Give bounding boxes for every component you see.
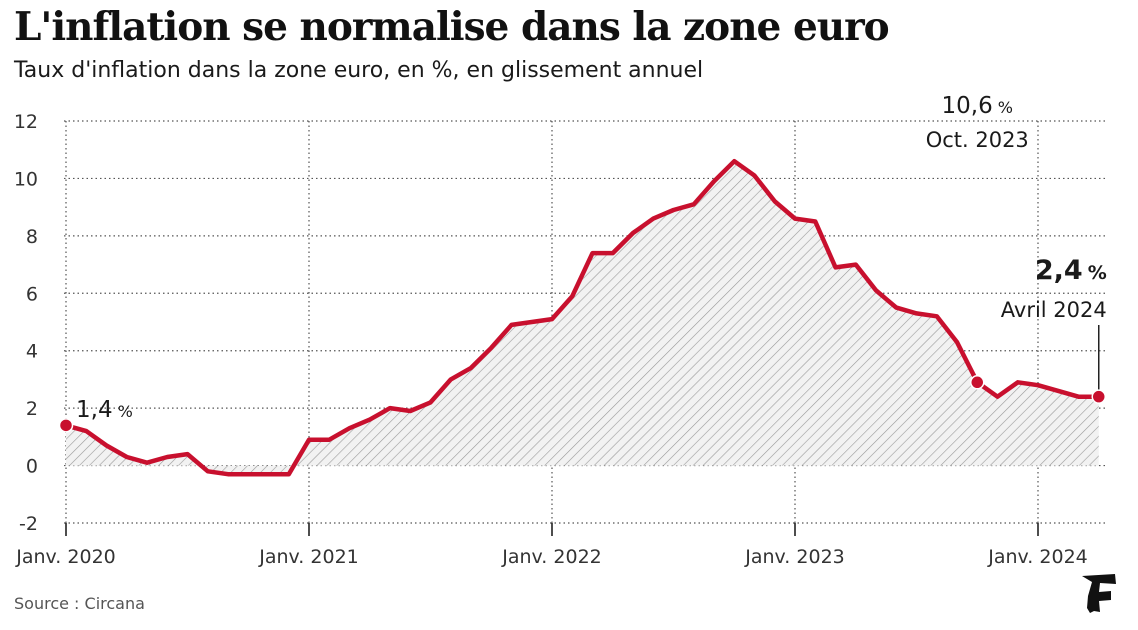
y-tick-label: 8 — [26, 226, 38, 248]
y-tick-label: -2 — [19, 513, 38, 535]
y-tick-label: 2 — [26, 398, 38, 420]
x-tick-label: Janv. 2024 — [987, 546, 1088, 568]
axis-layer: -2 0 2 4 6 8 10 12 Janv. 2020 Janv. 2021 Janv. 202… — [14, 111, 1088, 568]
figaro-f-logo — [1082, 574, 1116, 613]
annotation-value-number: 2,4 — [1035, 255, 1083, 286]
area-layer — [66, 161, 1099, 475]
annotation-sublabel: Oct. 2023 — [926, 128, 1029, 152]
annotation-value-number: 10,6 — [942, 93, 993, 119]
annotation-value-number: 1,4 — [76, 397, 113, 423]
line-layer — [63, 158, 1102, 477]
x-tick-label: Janv. 2022 — [501, 546, 602, 568]
series-line — [63, 158, 1102, 477]
figaro-logo-shape — [1082, 574, 1116, 613]
source-note: Source : Circana — [14, 594, 145, 613]
annotation-value: 10,6% — [942, 93, 1013, 119]
y-tick-label: 0 — [26, 456, 38, 478]
series-area — [66, 161, 1099, 475]
chart-subtitle: Taux d'inflation dans la zone euro, en %… — [14, 58, 704, 83]
y-tick-label: 4 — [26, 341, 38, 363]
annotation-unit: % — [998, 98, 1013, 117]
y-tick-label: 6 — [26, 283, 38, 305]
y-tick-label: 10 — [14, 168, 38, 190]
y-tick-label: 12 — [14, 111, 38, 133]
annotation-unit: % — [118, 402, 133, 421]
x-tick-label: Janv. 2021 — [258, 546, 359, 568]
annotation-unit: % — [1088, 262, 1107, 284]
annotation-value: 1,4% — [76, 397, 133, 423]
x-tick-label: Janv. 2023 — [744, 546, 845, 568]
x-tick-label: Janv. 2020 — [15, 546, 116, 568]
annotation-value: 2,4% — [1035, 255, 1107, 286]
annotation-marker — [1091, 389, 1106, 404]
chart-title: L'inflation se normalise dans la zone eu… — [14, 4, 890, 50]
annotation-marker — [970, 375, 985, 390]
annotation-marker — [58, 418, 74, 433]
annotation-sublabel: Avril 2024 — [1001, 298, 1107, 322]
